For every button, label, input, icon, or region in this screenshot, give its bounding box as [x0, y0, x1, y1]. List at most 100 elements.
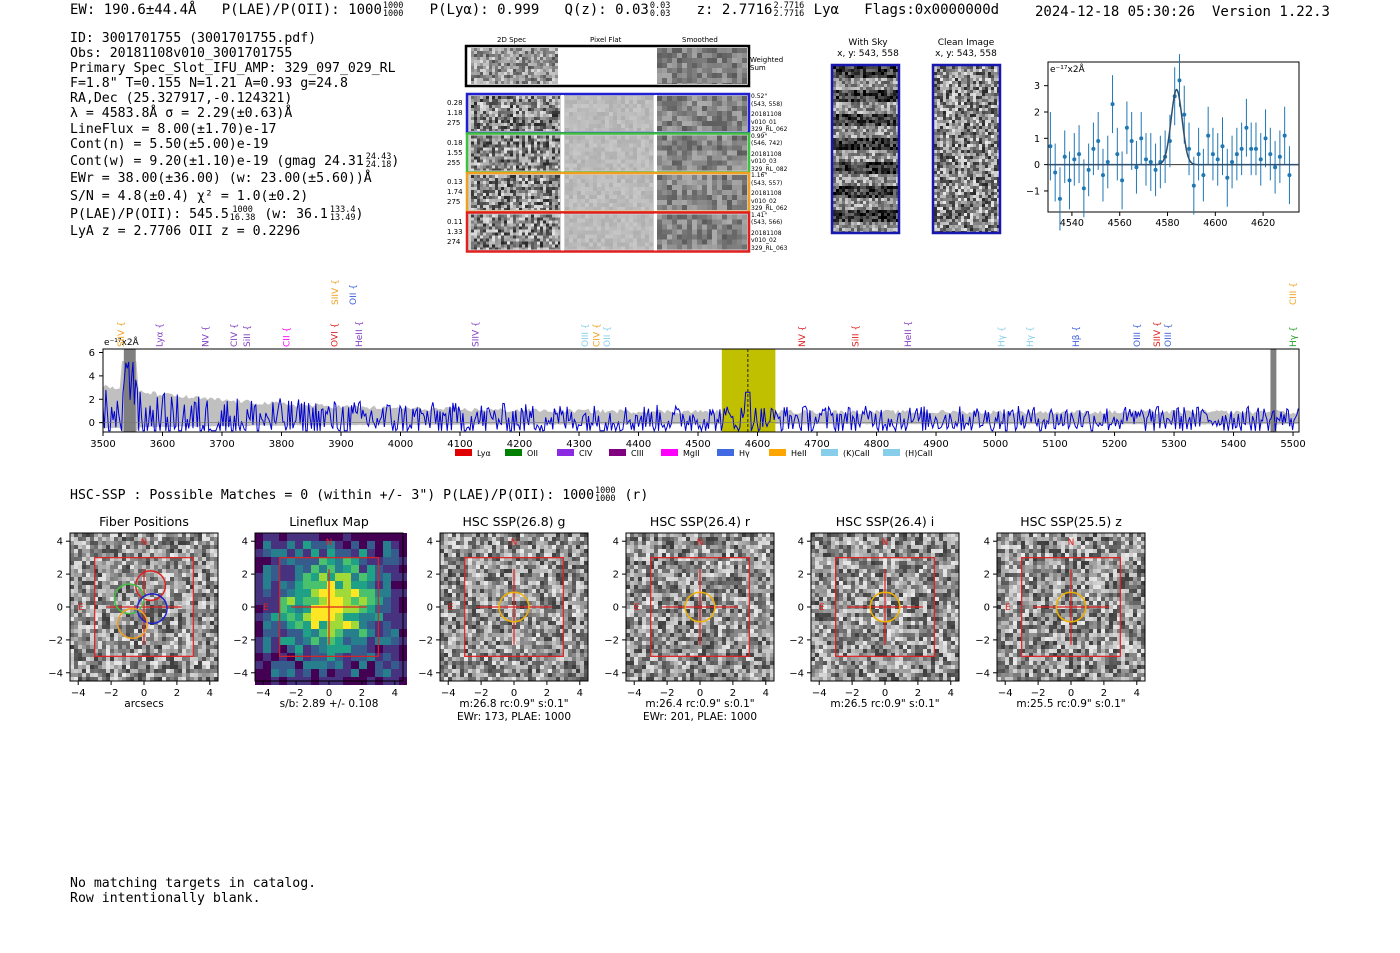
fit-ylabel: e⁻¹⁷x2Å [1050, 63, 1086, 75]
plae2-w-lo: 13.49 [329, 213, 356, 223]
spectrum-ylabel: e⁻¹⁷x2Å [104, 336, 140, 348]
panel-ytick-label: −4 [604, 668, 619, 679]
spectrum-xtick-label: 5100 [1042, 439, 1067, 450]
panel-ytick-label: 0 [427, 603, 433, 614]
spectral-line-label: SIIV { [1153, 321, 1163, 347]
timestamp: 2024-12-18 05:30:26 [1034, 4, 1196, 20]
fit-data-point [1053, 170, 1058, 175]
panel-xtick-label: −2 [104, 688, 119, 699]
panel-xtick-label: 0 [882, 688, 888, 699]
panel-aperture-box [279, 557, 379, 657]
version: Version 1.22.3 [1211, 4, 1330, 20]
spectral-line-label: NV { [798, 326, 808, 347]
panel-ytick-label: 4 [242, 537, 248, 548]
panel-ytick-label: −4 [975, 668, 990, 679]
fit-xtick-label: 4620 [1251, 218, 1275, 229]
cutout-left-label: 255 [447, 158, 461, 167]
panel-caption: m:26.8 rc:0.9" s:0.1" [459, 698, 568, 710]
fit-data-point [1139, 136, 1144, 141]
panel-xtick-label: −4 [627, 688, 642, 699]
fit-data-point [1196, 152, 1201, 157]
panel-ytick-label: −2 [418, 635, 433, 646]
fit-data-point [1081, 186, 1086, 191]
cutout-left-label: 275 [447, 198, 461, 206]
spectral-line-label: Hγ { [1026, 326, 1036, 347]
cutout-left-label: 0.18 [447, 138, 463, 147]
cutout-right-label: 20181108 [751, 111, 782, 119]
panel-ytick-label: 2 [57, 570, 63, 581]
cutout-2d-noise [471, 135, 560, 171]
clean-image-title: Clean Image [937, 38, 995, 48]
spectral-line-label: OIII { [581, 323, 591, 347]
cutout-right-label: v010_01 [751, 118, 777, 126]
spectral-line-label: CIII { [1289, 282, 1299, 305]
header-qz-lo: 0.03 [649, 9, 671, 19]
panel-ytick-label: 4 [57, 537, 63, 548]
spectral-line-label: Hγ { [1289, 326, 1299, 347]
cutout-stack [464, 44, 751, 253]
info-id: ID: 3001701755 (3001701755.pdf) [70, 31, 317, 46]
panel-ytick-label: 0 [798, 603, 804, 614]
legend-swatch [609, 449, 626, 456]
panel-xtick-label: −2 [474, 688, 489, 699]
cutout-gap [561, 95, 564, 132]
fit-data-point [1263, 136, 1268, 141]
fiber-circle-orange [116, 607, 149, 639]
panel-north-label: N [511, 538, 518, 548]
spectrum-xtick-label: 4400 [626, 439, 651, 450]
spectral-line-label: OII { [349, 284, 359, 305]
panel-xtick-label: −4 [256, 688, 271, 699]
spectral-line-label: OII { [603, 326, 613, 347]
cutout-left-label: 1.18 [447, 109, 463, 117]
spectrum-xtick-label: 4700 [804, 439, 829, 450]
fiber-circle-green [113, 583, 145, 615]
fit-data-point [1206, 133, 1211, 138]
col-2dspec: 2D Spec [497, 36, 527, 44]
cutout-right-label: 20181108 [751, 190, 782, 198]
fit-ytick-label: −1 [1026, 186, 1040, 197]
cutout-gap [654, 174, 657, 211]
header-qz: Q(z): 0.03 [564, 2, 649, 18]
fit-gaussian-curve [1048, 88, 1299, 166]
panel-ytick-label: 0 [57, 603, 63, 614]
spectral-line-label: CIV { [592, 323, 602, 347]
panel-aperture-box [464, 557, 564, 657]
spectral-line-label: HeII { [355, 321, 365, 347]
panel-ytick-label: 2 [242, 570, 248, 581]
line-fit-plot: 4540 4560 4580 4600 4620 −1 0 1 2 3 e⁻¹⁷x2Å [1026, 54, 1300, 231]
legend-label: HeII [791, 449, 807, 458]
fit-data-point [1210, 152, 1215, 157]
header-timestamp-version: 2024-12-18 05:30:26 Version 1.22.3 [1035, 4, 1330, 20]
spectrum-xtick-label: 5200 [1102, 439, 1127, 450]
spectral-line-label: OIII { [1133, 323, 1143, 347]
legend-label: CIII [631, 449, 644, 458]
cutout-right-label: 1.41" [751, 211, 768, 219]
panel-aperture-box [94, 557, 194, 657]
fit-data-point [1249, 146, 1254, 151]
panel-ytick-label: 2 [984, 570, 990, 581]
spectrum-xtick-label: 4100 [447, 439, 472, 450]
panel-caption: m:26.4 rc:0.9" s:0.1" [645, 698, 754, 710]
footer-blank-row: Row intentionally blank. [70, 891, 261, 906]
header-ew: EW: 190.6±44.4Å [70, 2, 197, 18]
panel-xtick-label: 4 [577, 688, 583, 699]
spectrum-xtick-label: 3800 [269, 439, 294, 450]
panel-target-circle [498, 591, 530, 623]
cutout-smooth-noise [657, 175, 747, 210]
spectral-line-label: OVI { [330, 323, 340, 347]
legend-swatch [883, 449, 900, 456]
spectrum-xtick-label: 4800 [864, 439, 889, 450]
spectrum-ytick-label: 0 [89, 418, 95, 429]
fit-data-point [1225, 175, 1230, 180]
cutout-smooth-noise [657, 214, 747, 250]
spectrum-xtick-label: 4500 [685, 439, 710, 450]
panel-aperture-box [1021, 557, 1121, 657]
panel-xtick-label: 2 [1101, 688, 1107, 699]
panel-ytick-label: −4 [233, 668, 248, 679]
panel-xtick-label: 2 [915, 688, 921, 699]
cutout-flat-noise [565, 96, 653, 131]
legend-label: (H)CaII [905, 449, 932, 458]
fit-ytick-label: 1 [1034, 134, 1040, 145]
panel-ytick-label: 4 [798, 537, 804, 548]
